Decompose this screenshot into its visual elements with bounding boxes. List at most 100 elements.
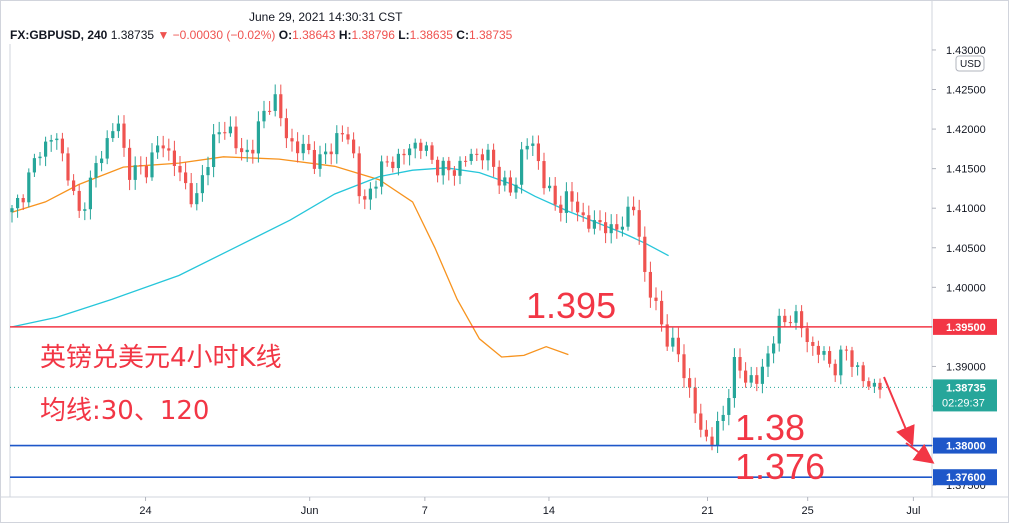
currency-badge[interactable] bbox=[955, 55, 985, 72]
candle-body bbox=[693, 387, 697, 414]
candle-body bbox=[279, 94, 283, 119]
candle-body bbox=[184, 172, 188, 184]
candle-body bbox=[172, 150, 176, 166]
y-tick-label: 1.43000 bbox=[946, 45, 986, 57]
candle-body bbox=[620, 226, 624, 230]
x-tick-label: Jul bbox=[906, 505, 920, 517]
candle-body bbox=[682, 354, 686, 379]
y-tick-label: 1.40000 bbox=[946, 282, 986, 294]
level-price-tag-label: 1.39500 bbox=[946, 322, 986, 334]
candle-body bbox=[200, 175, 204, 194]
candle-body bbox=[609, 224, 613, 234]
candle-body bbox=[346, 134, 350, 140]
candle-body bbox=[66, 153, 70, 181]
candle-body bbox=[436, 159, 440, 176]
ma-line-30 bbox=[11, 156, 569, 358]
candle-body bbox=[32, 158, 36, 173]
candle-body bbox=[492, 149, 496, 167]
candle-body bbox=[777, 315, 781, 344]
candle-body bbox=[464, 160, 468, 162]
level-price-tag bbox=[933, 469, 997, 486]
candle-body bbox=[228, 126, 232, 134]
candle-body bbox=[256, 121, 260, 154]
candle-body bbox=[660, 300, 664, 325]
candle-body bbox=[60, 138, 64, 154]
candle-body bbox=[284, 118, 288, 139]
candle-body bbox=[727, 398, 731, 415]
candle-body bbox=[10, 208, 14, 213]
candle-body bbox=[632, 206, 636, 211]
candle-body bbox=[721, 414, 725, 422]
arrow-to-1376 bbox=[905, 442, 935, 464]
candle-body bbox=[811, 342, 815, 346]
candle-body bbox=[749, 375, 753, 383]
candle-body bbox=[49, 140, 53, 142]
candle-body bbox=[559, 204, 563, 213]
candle-body bbox=[72, 180, 76, 191]
candle-body bbox=[161, 145, 165, 149]
symbol-label[interactable]: FX:GBPUSD, 240 bbox=[10, 28, 108, 42]
candle-body bbox=[396, 153, 400, 169]
candle-body bbox=[536, 143, 540, 162]
candle-body bbox=[116, 123, 120, 132]
level-annotation-1: 1.395 bbox=[526, 285, 616, 326]
candle-body bbox=[688, 378, 692, 388]
candle-body bbox=[150, 152, 154, 178]
candle-body bbox=[419, 142, 423, 151]
bar-countdown-label: 02:29:37 bbox=[942, 397, 985, 409]
level-price-tag bbox=[933, 318, 997, 335]
candle-body bbox=[548, 185, 552, 189]
candle-body bbox=[290, 138, 294, 142]
candle-body bbox=[195, 193, 199, 205]
y-tick-label: 1.39000 bbox=[946, 361, 986, 373]
candle-body bbox=[329, 151, 333, 155]
level-annotation-2: 1.38 bbox=[735, 407, 805, 448]
ohlc-legend: FX:GBPUSD, 240 1.38735 ▼ −0.00030 (−0.02… bbox=[10, 28, 512, 42]
candle-body bbox=[128, 147, 132, 180]
candle-body bbox=[486, 149, 490, 161]
level-price-tag-label: 1.37600 bbox=[946, 472, 986, 484]
level-price-tag bbox=[933, 437, 997, 454]
level-annotation-3: 1.376 bbox=[735, 446, 825, 487]
candle-body bbox=[268, 110, 272, 112]
candle-body bbox=[402, 153, 406, 156]
x-tick-label: Jun bbox=[301, 505, 319, 517]
candle-body bbox=[839, 349, 843, 376]
candle-body bbox=[794, 311, 798, 323]
candle-body bbox=[452, 170, 456, 176]
ma-annotation: 均线:30、120 bbox=[40, 396, 209, 426]
candle-body bbox=[156, 145, 160, 153]
candle-body bbox=[380, 161, 384, 187]
y-tick-label: 1.41000 bbox=[946, 203, 986, 215]
candle-body bbox=[844, 349, 848, 351]
candle-body bbox=[475, 153, 479, 155]
candle-body bbox=[822, 351, 826, 355]
high-label: H: bbox=[338, 28, 352, 42]
candle-body bbox=[744, 370, 748, 383]
candle-body bbox=[704, 429, 708, 437]
x-tick-label: 21 bbox=[701, 505, 713, 517]
candle-body bbox=[716, 421, 720, 446]
candle-body bbox=[520, 149, 524, 185]
candle-body bbox=[867, 381, 871, 387]
candle-body bbox=[374, 186, 378, 189]
y-tick-label: 1.41500 bbox=[946, 164, 986, 176]
candle-body bbox=[553, 185, 557, 205]
candle-body bbox=[665, 324, 669, 347]
candle-body bbox=[122, 123, 126, 148]
candle-body bbox=[587, 215, 591, 229]
candle-body bbox=[604, 222, 608, 234]
close-label: C: bbox=[456, 28, 469, 42]
candle-body bbox=[245, 149, 249, 153]
candle-body bbox=[83, 209, 87, 211]
candle-body bbox=[525, 145, 529, 150]
candle-body bbox=[144, 166, 148, 178]
candle-body bbox=[592, 220, 596, 229]
candle-body bbox=[861, 365, 865, 382]
candle-body bbox=[816, 345, 820, 355]
candle-body bbox=[16, 197, 20, 209]
candle-body bbox=[178, 165, 182, 173]
candle-body bbox=[318, 154, 322, 169]
